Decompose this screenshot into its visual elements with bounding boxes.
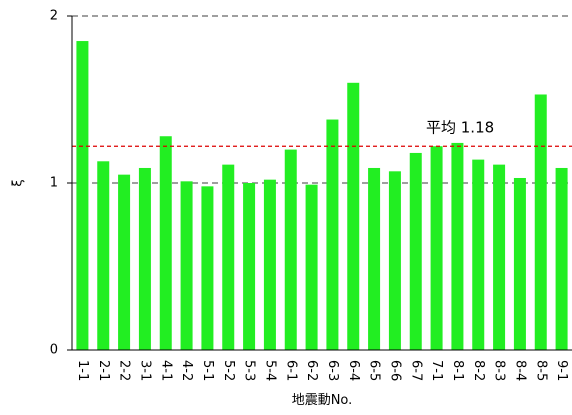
x-tick-label: 5-1 — [200, 360, 215, 381]
bar — [388, 171, 401, 350]
x-tick-label: 6-1 — [283, 360, 298, 381]
bar — [76, 41, 89, 351]
x-tick-label: 2-1 — [96, 360, 111, 381]
bar — [138, 167, 151, 350]
bar — [97, 161, 110, 350]
x-tick-label: 3-1 — [137, 360, 152, 381]
x-tick-label: 8-1 — [450, 360, 465, 381]
reference-label: 平均 1.18 — [426, 118, 494, 136]
bar — [472, 159, 485, 350]
x-tick-label: 1-1 — [75, 360, 90, 381]
x-tick-label: 2-2 — [117, 360, 132, 381]
bar — [534, 94, 547, 351]
bar — [243, 183, 256, 350]
bar — [118, 174, 131, 350]
x-tick-label: 5-3 — [242, 360, 257, 381]
x-tick-label: 9-1 — [554, 360, 569, 381]
x-tick-label: 8-5 — [533, 360, 548, 381]
bar — [263, 179, 276, 350]
x-tick-label: 6-5 — [367, 360, 382, 381]
x-tick-label: 8-4 — [512, 360, 527, 381]
y-tick-label: 1 — [50, 176, 58, 191]
bar — [347, 82, 360, 351]
x-tick-label: 8-3 — [492, 360, 507, 381]
bar — [180, 181, 193, 350]
x-tick-label: 7-1 — [429, 360, 444, 381]
y-tick-label: 2 — [50, 9, 58, 24]
x-tick-label: 5-4 — [262, 360, 277, 381]
bar — [305, 184, 318, 350]
bar — [513, 177, 526, 350]
bar — [430, 146, 443, 350]
bar — [201, 186, 214, 350]
bar — [159, 136, 172, 350]
x-axis-label: 地震動No. — [292, 393, 353, 408]
x-tick-label: 8-2 — [471, 360, 486, 381]
bar — [326, 119, 339, 350]
bar — [368, 167, 381, 350]
bar — [493, 164, 506, 350]
bar — [451, 142, 464, 350]
bar — [222, 164, 235, 350]
x-tick-label: 4-2 — [179, 360, 194, 381]
x-tick-label: 6-7 — [408, 360, 423, 381]
bar — [284, 149, 297, 350]
x-tick-label: 5-2 — [221, 360, 236, 381]
x-tick-label: 6-2 — [304, 360, 319, 381]
x-tick-label: 6-3 — [325, 360, 340, 381]
x-tick-label: 6-6 — [387, 360, 402, 381]
bar — [409, 152, 422, 350]
bar — [555, 167, 568, 350]
y-axis-label: ξ — [11, 179, 26, 186]
x-tick-label: 4-1 — [158, 360, 173, 381]
y-tick-label: 0 — [50, 343, 58, 358]
x-tick-label: 6-4 — [346, 360, 361, 381]
